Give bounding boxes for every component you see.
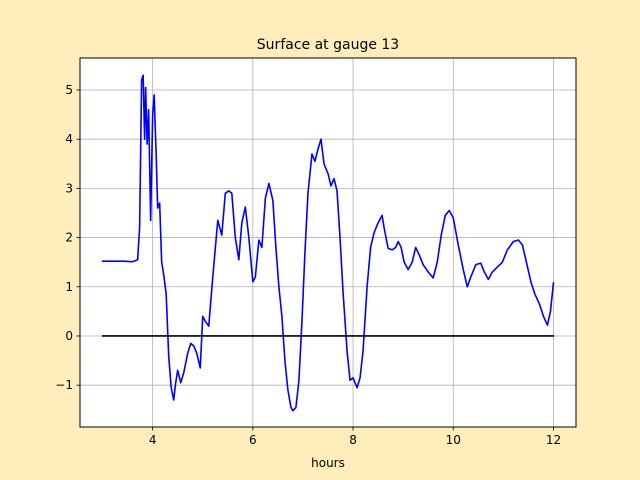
series-lines <box>101 74 555 412</box>
y-tick-label: 3 <box>65 181 73 195</box>
chart-title: Surface at gauge 13 <box>257 37 399 53</box>
x-tick-label: 10 <box>446 433 461 447</box>
x-tick-label: 8 <box>349 433 357 447</box>
y-tick-label: 4 <box>65 132 73 146</box>
y-tick-label: 5 <box>65 83 73 97</box>
x-tick-label: 4 <box>149 433 157 447</box>
surface-series-line <box>101 74 555 412</box>
plot-area-frame <box>79 57 577 428</box>
x-axis-label: hours <box>311 456 345 470</box>
y-tick-label: −1 <box>55 378 73 392</box>
x-tick-label: 6 <box>249 433 257 447</box>
grid-lines <box>80 58 576 427</box>
plot-area-background <box>80 58 576 427</box>
y-tick-label: 1 <box>65 280 73 294</box>
x-tick-label: 12 <box>546 433 561 447</box>
y-tick-label: 2 <box>65 231 73 245</box>
y-tick-label: 0 <box>65 329 73 343</box>
